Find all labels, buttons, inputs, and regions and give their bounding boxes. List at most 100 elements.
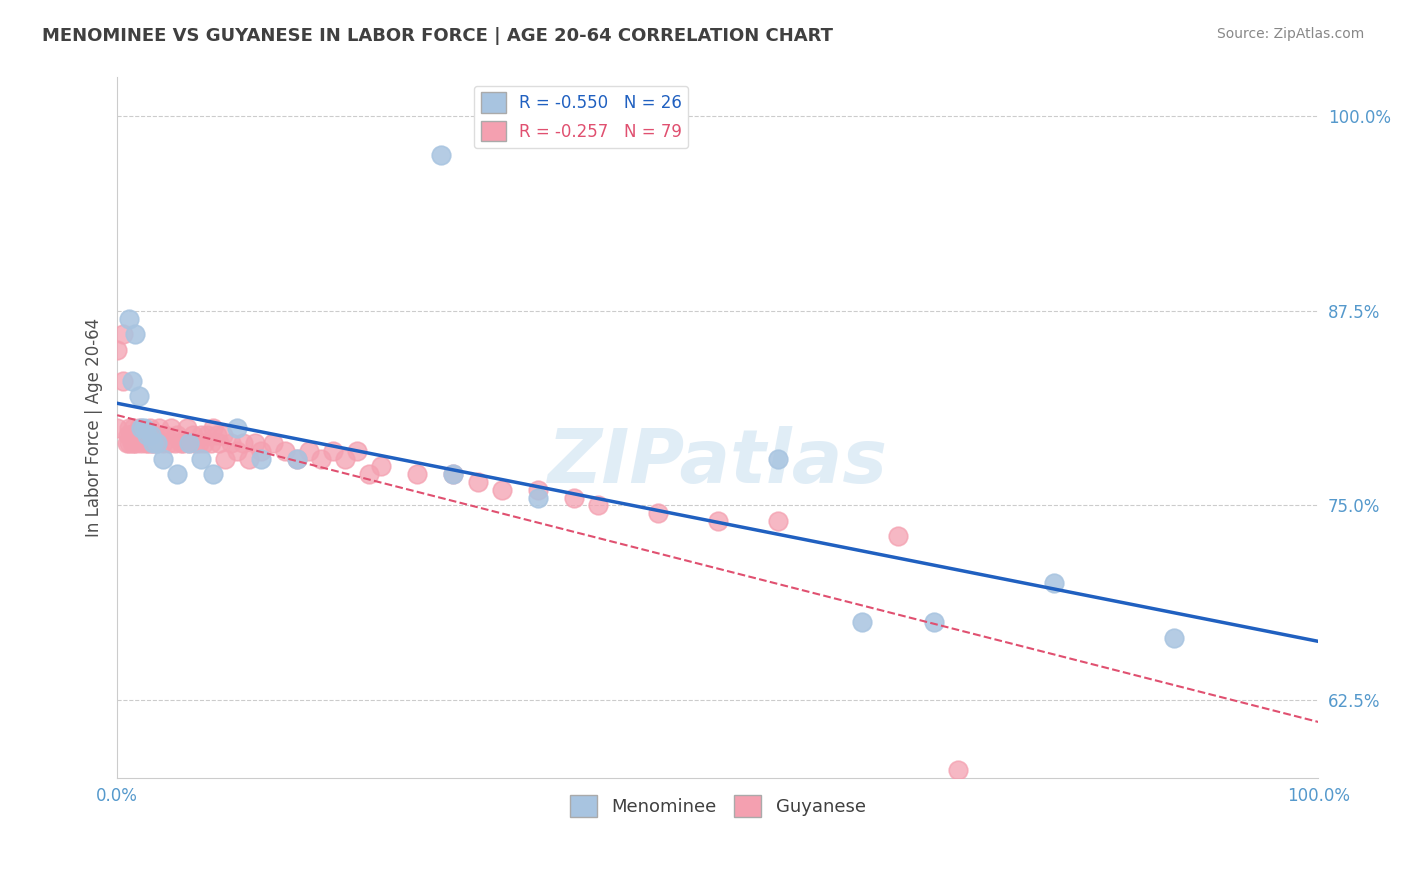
Point [117, 428, 139, 442]
Point [766, 451, 789, 466]
Point [370, 459, 392, 474]
Point [122, 436, 145, 450]
Point [105, 343, 128, 357]
Point [205, 428, 228, 442]
Point [285, 451, 308, 466]
Point [526, 491, 548, 505]
Point [274, 443, 297, 458]
Point [105, 420, 128, 434]
Point [135, 436, 157, 450]
Point [359, 467, 381, 482]
Point [467, 475, 489, 489]
Point [443, 467, 465, 482]
Point [311, 451, 333, 466]
Point [706, 514, 728, 528]
Point [208, 436, 231, 450]
Point [152, 451, 174, 466]
Point [142, 436, 165, 450]
Point [176, 420, 198, 434]
Point [212, 428, 235, 442]
Text: Source: ZipAtlas.com: Source: ZipAtlas.com [1216, 27, 1364, 41]
Point [132, 428, 155, 442]
Point [238, 451, 260, 466]
Point [562, 491, 585, 505]
Point [128, 420, 150, 434]
Point [946, 763, 969, 777]
Point [200, 436, 222, 450]
Legend: Menominee, Guyanese: Menominee, Guyanese [562, 788, 873, 824]
Point [202, 420, 225, 434]
Text: ZIPatlas: ZIPatlas [548, 426, 887, 499]
Point [160, 420, 183, 434]
Point [179, 436, 201, 450]
Point [406, 467, 429, 482]
Point [245, 436, 267, 450]
Point [430, 148, 453, 162]
Point [128, 389, 150, 403]
Point [120, 428, 142, 442]
Point [193, 436, 215, 450]
Point [322, 443, 344, 458]
Point [121, 374, 143, 388]
Point [586, 498, 609, 512]
Point [1043, 576, 1066, 591]
Point [115, 436, 138, 450]
Point [250, 443, 273, 458]
Point [335, 451, 357, 466]
Point [346, 443, 368, 458]
Point [190, 428, 212, 442]
Point [526, 483, 548, 497]
Point [166, 428, 188, 442]
Point [922, 615, 945, 629]
Point [118, 420, 141, 434]
Point [232, 436, 254, 450]
Point [226, 420, 249, 434]
Point [250, 451, 273, 466]
Point [121, 428, 143, 442]
Point [139, 436, 162, 450]
Point [491, 483, 513, 497]
Point [1163, 631, 1185, 645]
Point [129, 420, 152, 434]
Point [187, 436, 209, 450]
Point [1126, 794, 1149, 808]
Point [118, 436, 141, 450]
Point [138, 420, 160, 434]
Point [226, 443, 249, 458]
Point [132, 420, 155, 434]
Point [124, 428, 146, 442]
Point [124, 327, 146, 342]
Point [112, 374, 135, 388]
Point [298, 443, 321, 458]
Point [146, 436, 169, 450]
Point [125, 436, 148, 450]
Point [163, 436, 186, 450]
Point [887, 529, 910, 543]
Point [443, 467, 465, 482]
Point [148, 420, 170, 434]
Point [138, 436, 160, 450]
Point [118, 311, 141, 326]
Point [190, 451, 212, 466]
Point [647, 506, 669, 520]
Point [262, 436, 284, 450]
Point [170, 436, 193, 450]
Point [157, 436, 180, 450]
Point [129, 436, 152, 450]
Point [181, 428, 204, 442]
Text: MENOMINEE VS GUYANESE IN LABOR FORCE | AGE 20-64 CORRELATION CHART: MENOMINEE VS GUYANESE IN LABOR FORCE | A… [42, 27, 834, 45]
Point [179, 436, 201, 450]
Point [121, 420, 143, 434]
Point [166, 467, 188, 482]
Point [202, 467, 225, 482]
Point [121, 436, 143, 450]
Point [112, 327, 135, 342]
Point [146, 436, 169, 450]
Point [139, 428, 162, 442]
Point [143, 436, 166, 450]
Point [221, 436, 243, 450]
Point [142, 428, 165, 442]
Point [184, 436, 207, 450]
Point [172, 436, 194, 450]
Point [766, 514, 789, 528]
